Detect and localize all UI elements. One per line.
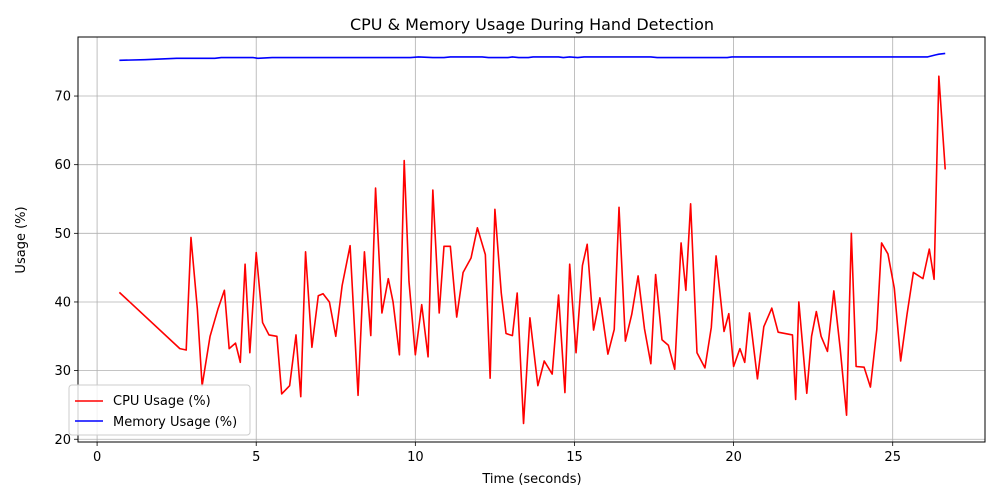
y-tick-label: 60 — [54, 158, 71, 173]
x-axis-title: Time (seconds) — [481, 472, 581, 487]
series-layer — [118, 52, 947, 425]
cpu-usage-line — [118, 75, 947, 425]
y-tick-label: 50 — [54, 227, 71, 242]
plot-area-frame — [77, 36, 986, 443]
x-tick-label: 25 — [884, 450, 901, 465]
axis-ticks: 0 5 10 15 20 25 20 30 40 50 60 70 — [54, 90, 901, 465]
x-tick-label: 5 — [252, 450, 260, 465]
x-tick-label: 0 — [93, 450, 101, 465]
y-tick-label: 70 — [54, 90, 71, 105]
y-tick-label: 40 — [54, 295, 71, 310]
grid-lines — [78, 37, 985, 442]
y-tick-label: 20 — [54, 433, 71, 448]
y-axis-title: Usage (%) — [14, 206, 29, 273]
x-tick-label: 20 — [725, 450, 742, 465]
x-tick-label: 10 — [407, 450, 424, 465]
chart-title: CPU & Memory Usage During Hand Detection — [350, 15, 714, 34]
x-tick-label: 15 — [566, 450, 583, 465]
legend-label-cpu: CPU Usage (%) — [113, 394, 211, 409]
legend: CPU Usage (%) Memory Usage (%) — [68, 384, 251, 436]
memory-usage-line — [119, 52, 946, 62]
legend-label-memory: Memory Usage (%) — [113, 415, 237, 430]
y-tick-label: 30 — [54, 364, 71, 379]
legend-box — [68, 384, 251, 436]
